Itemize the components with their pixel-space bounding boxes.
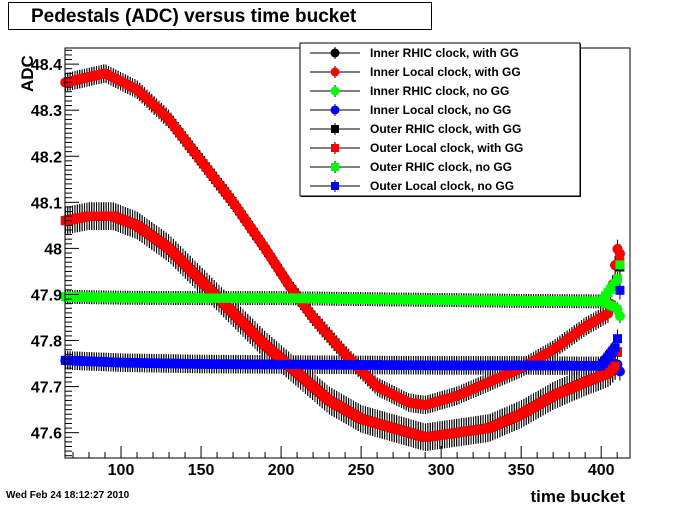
y-tick-label: 47.6 bbox=[31, 426, 62, 443]
axis-layer: 100 150 200 250 300 350 400 47.6 47.7 47.8 47.9 48 4… bbox=[31, 49, 618, 479]
legend-marker bbox=[331, 182, 339, 190]
chart-title: Pedestals (ADC) versus time bucket bbox=[31, 6, 357, 27]
series-6 bbox=[60, 211, 625, 442]
legend-label: Inner RHIC clock, no GG bbox=[370, 84, 509, 98]
y-tick-label: 47.8 bbox=[31, 334, 62, 351]
y-tick-label: 48.2 bbox=[31, 149, 62, 166]
legend-marker bbox=[330, 105, 340, 115]
y-tick-label: 47.7 bbox=[31, 380, 62, 397]
y-tick-label: 48 bbox=[44, 241, 62, 258]
x-tick-label: 250 bbox=[348, 462, 375, 479]
legend-marker bbox=[330, 67, 340, 77]
y-axis-title: ADC bbox=[18, 55, 37, 92]
x-axis-title: time bucket bbox=[531, 487, 626, 506]
data-point bbox=[613, 334, 623, 344]
legend-label: Outer Local clock, no GG bbox=[370, 179, 514, 193]
legend-label: Outer RHIC clock, no GG bbox=[370, 160, 512, 174]
data-point-layer bbox=[60, 68, 625, 442]
data-point bbox=[602, 308, 613, 319]
chart-title-box: Pedestals (ADC) versus time bucket bbox=[8, 2, 432, 30]
data-point bbox=[613, 274, 623, 284]
data-point bbox=[610, 361, 620, 371]
legend-marker bbox=[330, 86, 340, 96]
y-tick-label: 48.1 bbox=[31, 195, 62, 212]
legend-label: Inner Local clock, no GG bbox=[370, 103, 511, 117]
legend: Inner RHIC clock, with GG Inner Local clo… bbox=[299, 42, 581, 197]
legend-marker bbox=[331, 125, 339, 133]
x-tick-label: 300 bbox=[428, 462, 455, 479]
legend-marker bbox=[331, 163, 339, 171]
x-tick-label: 150 bbox=[188, 462, 215, 479]
legend-marker bbox=[330, 48, 340, 58]
legend-label: Inner RHIC clock, with GG bbox=[370, 46, 519, 60]
data-point bbox=[610, 278, 620, 288]
data-point bbox=[610, 343, 620, 353]
x-tick-label: 350 bbox=[508, 462, 535, 479]
legend-label: Outer Local clock, with GG bbox=[370, 141, 523, 155]
legend-label: Outer RHIC clock, with GG bbox=[370, 122, 521, 136]
legend-label: Inner Local clock, with GG bbox=[370, 65, 521, 79]
x-tick-label: 200 bbox=[268, 462, 295, 479]
y-tick-label: 47.9 bbox=[31, 287, 62, 304]
timestamp: Wed Feb 24 18:12:27 2010 bbox=[6, 490, 130, 501]
data-point bbox=[614, 311, 625, 322]
x-tick-label: 100 bbox=[108, 462, 135, 479]
series-7 bbox=[60, 260, 625, 306]
y-tick-label: 48.3 bbox=[31, 103, 62, 120]
data-point bbox=[615, 260, 625, 270]
legend-marker bbox=[331, 144, 339, 152]
data-point bbox=[615, 285, 625, 295]
legend-box bbox=[299, 42, 581, 197]
x-tick-label: 400 bbox=[588, 462, 615, 479]
data-point bbox=[614, 248, 625, 259]
series-8 bbox=[60, 285, 625, 371]
y-tick-label: 48.4 bbox=[31, 57, 62, 74]
